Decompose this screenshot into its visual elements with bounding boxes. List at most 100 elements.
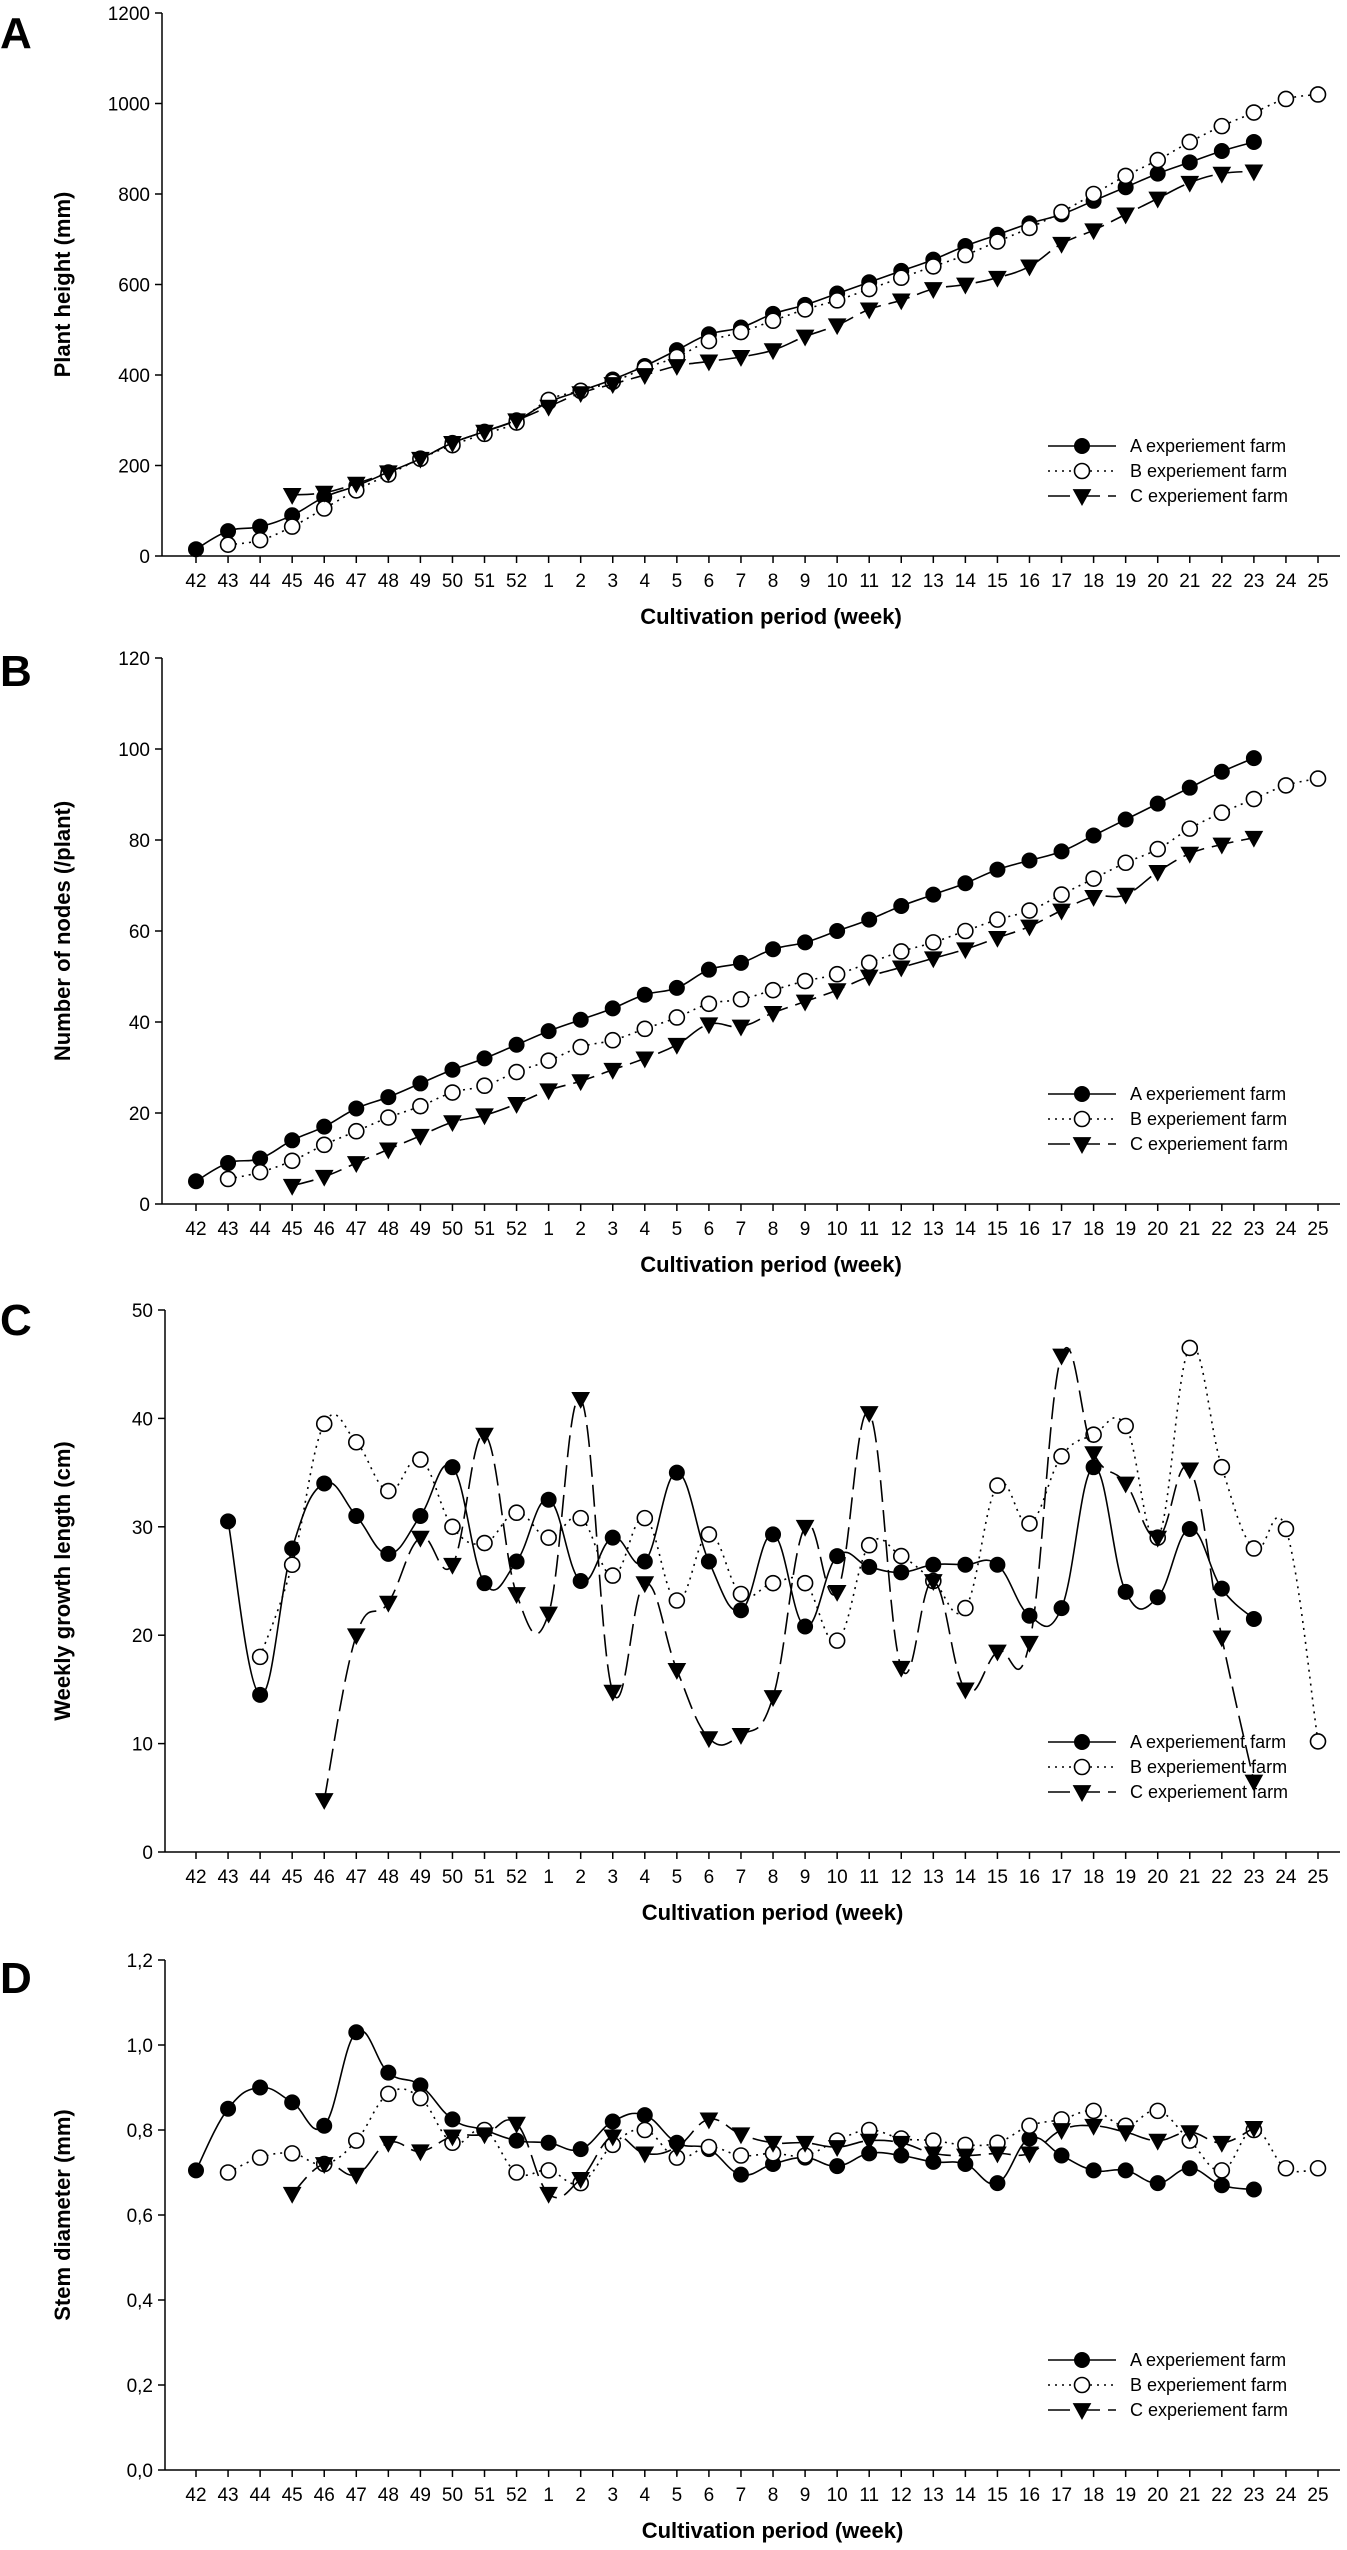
series-a-point (861, 1558, 878, 1575)
series-a-point (1181, 154, 1198, 171)
series-a-point (348, 2024, 365, 2041)
y-tick-label: 0,8 (127, 2121, 153, 2142)
x-tick-label: 45 (282, 1867, 303, 1888)
x-tick-label: 7 (736, 2485, 747, 2506)
legend-c-marker (1072, 1137, 1092, 1154)
series-a-point (797, 1618, 814, 1635)
series-b-point (540, 1052, 557, 1069)
series-a-point (989, 861, 1006, 878)
x-tick-label: 21 (1179, 1867, 1200, 1888)
series-c-point (507, 413, 526, 431)
legend-b-label: B experiement farm (1130, 1109, 1287, 1129)
series-b-point (476, 1534, 493, 1552)
series-c-point (827, 318, 847, 336)
series-c-point (571, 1392, 591, 1409)
y-axis-label: Stem diameter (mm) (50, 2109, 75, 2321)
series-b-point (732, 2147, 750, 2164)
series-b-point (1021, 219, 1038, 237)
series-a-point (284, 2094, 301, 2111)
x-tick-label: 44 (250, 571, 272, 592)
series-b-point (1085, 870, 1102, 887)
series-b-point (700, 2138, 718, 2156)
series-b-point (540, 2162, 557, 2179)
series-b-point (1149, 2102, 1167, 2120)
x-tick-label: 20 (1147, 1219, 1168, 1240)
series-b-point (315, 1415, 333, 1433)
series-c-point (988, 930, 1007, 948)
series-b-point (219, 2164, 237, 2181)
series-a-point (1245, 1610, 1262, 1627)
series-b-point (508, 1504, 525, 1522)
series-c-point (1180, 846, 1200, 864)
series-a-point (316, 1118, 333, 1135)
series-c-point (507, 2116, 526, 2134)
series-b-point (1149, 840, 1167, 858)
series-b-point (572, 1038, 589, 1056)
x-tick-label: 48 (378, 1867, 399, 1888)
x-tick-label: 21 (1179, 2485, 1200, 2506)
series-a-point (1117, 811, 1134, 828)
series-c-point (988, 2146, 1007, 2164)
legend-a-label: A experiement farm (1130, 1732, 1286, 1752)
series-a-point (1245, 750, 1262, 767)
series-b-point (251, 1648, 269, 1666)
series-c-point (859, 2133, 879, 2151)
series-a-point (636, 986, 653, 1003)
series-a-point (1213, 143, 1230, 160)
series-a-point (572, 2141, 589, 2158)
x-tick-label: 51 (474, 2485, 495, 2506)
x-tick-label: 52 (506, 2485, 527, 2506)
series-b-point (636, 2121, 654, 2139)
series-b-point (732, 1585, 750, 1603)
x-axis-label: Cultivation period (week) (642, 2518, 904, 2543)
series-b-point (796, 972, 814, 990)
x-tick-label: 46 (314, 2485, 335, 2506)
x-tick-label: 48 (378, 2485, 399, 2506)
x-tick-label: 47 (346, 2485, 367, 2506)
x-tick-label: 45 (282, 2485, 303, 2506)
series-b-point (1213, 117, 1231, 135)
series-a-point (1117, 2162, 1134, 2179)
series-c-point (282, 488, 302, 505)
x-tick-label: 19 (1115, 571, 1136, 592)
x-tick-label: 9 (800, 1219, 811, 1240)
series-b-point (251, 1163, 269, 1181)
series-b-point (1181, 1339, 1199, 1357)
series-b-point (1277, 1520, 1295, 1538)
legend-c-marker (1072, 2403, 1092, 2420)
x-tick-label: 14 (955, 571, 977, 592)
series-a-point (540, 1491, 557, 1508)
x-tick-label: 43 (217, 571, 238, 592)
x-tick-label: 13 (923, 1867, 944, 1888)
series-b-point (764, 1574, 782, 1592)
x-tick-label: 13 (923, 2485, 944, 2506)
x-tick-label: 11 (859, 1867, 879, 1888)
series-c-point (923, 951, 943, 969)
series-a-point (1245, 133, 1262, 150)
x-tick-label: 16 (1019, 1867, 1040, 1888)
series-c-point (699, 2112, 719, 2130)
x-tick-label: 25 (1307, 571, 1328, 592)
x-axis-label: Cultivation period (week) (640, 1252, 902, 1277)
series-c-point (1212, 1630, 1232, 1648)
x-tick-label: 51 (474, 571, 495, 592)
x-tick-label: 5 (672, 2485, 683, 2506)
panel-letter: A (0, 9, 32, 58)
series-a-point (765, 1526, 782, 1543)
x-tick-label: 17 (1051, 2485, 1072, 2506)
x-tick-label: 49 (410, 1867, 431, 1888)
y-tick-label: 120 (118, 649, 150, 670)
y-tick-label: 40 (129, 1013, 150, 1034)
series-a-point (1053, 1600, 1070, 1617)
x-tick-label: 10 (827, 2485, 848, 2506)
x-tick-label: 51 (474, 1867, 495, 1888)
series-c-point (1020, 1635, 1039, 1653)
series-a-point (316, 2117, 333, 2134)
series-c-point (603, 1684, 623, 1702)
series-c-line (323, 1346, 1255, 1801)
x-tick-label: 13 (923, 1219, 944, 1240)
series-a-point (829, 1548, 846, 1565)
x-tick-label: 20 (1147, 2485, 1168, 2506)
x-tick-label: 6 (704, 2485, 715, 2506)
series-c-point (443, 436, 462, 453)
